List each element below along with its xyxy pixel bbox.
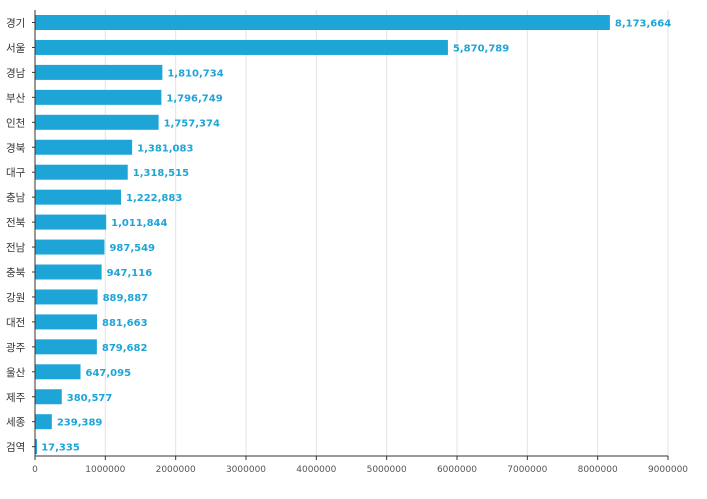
bar <box>35 239 105 255</box>
category-label: 경북 <box>6 141 26 154</box>
bar <box>35 139 133 155</box>
category-label: 인천 <box>6 117 25 129</box>
category-label: 검역 <box>6 442 25 454</box>
value-label: 8,173,664 <box>615 19 671 30</box>
value-label: 1,810,734 <box>167 68 223 79</box>
bar <box>35 339 97 355</box>
bar <box>35 214 107 230</box>
category-label: 충북 <box>6 267 26 279</box>
x-tick-label: 4000000 <box>296 465 336 475</box>
bar <box>35 114 159 130</box>
value-label: 881,663 <box>102 318 148 329</box>
bar <box>35 89 162 105</box>
category-label: 전남 <box>6 242 26 254</box>
value-label: 380,577 <box>67 393 113 404</box>
x-tick-label: 0 <box>32 465 38 475</box>
bar <box>35 314 98 330</box>
category-label: 경기 <box>6 17 25 30</box>
value-label: 1,011,844 <box>111 218 167 229</box>
bar <box>35 39 448 55</box>
value-label: 1,381,083 <box>137 143 193 154</box>
x-tick-label: 9000000 <box>648 465 688 475</box>
x-tick-label: 2000000 <box>156 465 196 475</box>
bars: 경기 8,173,664 서울 5,870,789 경남 1,810,734 부산 1,796… <box>6 15 671 455</box>
value-label: 239,389 <box>57 418 103 429</box>
category-label: 대전 <box>6 317 25 329</box>
category-label: 세종 <box>6 417 26 429</box>
bar <box>35 15 610 30</box>
grid-lines <box>104 10 669 456</box>
value-label: 1,796,749 <box>166 93 222 104</box>
category-label: 광주 <box>6 342 26 354</box>
bar <box>35 414 52 430</box>
category-label: 부산 <box>6 92 26 104</box>
value-label: 5,870,789 <box>453 43 509 54</box>
category-label: 강원 <box>6 292 25 304</box>
value-label: 1,757,374 <box>164 118 220 129</box>
bar <box>35 189 122 205</box>
x-tick-label: 5000000 <box>367 465 407 475</box>
bar <box>35 439 37 455</box>
value-label: 1,222,883 <box>126 193 182 204</box>
category-label: 경남 <box>6 66 26 79</box>
bar <box>35 164 128 180</box>
bar <box>35 364 81 380</box>
category-label: 제주 <box>6 392 26 404</box>
category-label: 대구 <box>6 167 26 179</box>
x-axis: 0 1000000 2000000 3000000 4000000 5000000 6000… <box>32 10 688 475</box>
value-label: 987,549 <box>109 243 155 254</box>
x-tick-label: 6000000 <box>437 465 477 475</box>
value-label: 647,095 <box>86 368 132 379</box>
category-label: 서울 <box>6 42 26 54</box>
value-label: 1,318,515 <box>133 168 189 179</box>
bar <box>35 289 98 305</box>
x-tick-label: 1000000 <box>85 465 125 475</box>
x-tick-label: 8000000 <box>578 465 618 475</box>
category-label: 울산 <box>6 367 26 379</box>
bar <box>35 389 62 405</box>
bar <box>35 64 163 80</box>
value-label: 889,887 <box>103 293 149 304</box>
value-label: 17,335 <box>41 443 80 454</box>
x-tick-label: 7000000 <box>507 465 547 475</box>
x-tick-label: 3000000 <box>226 465 266 475</box>
bar <box>35 264 102 280</box>
value-label: 879,682 <box>102 343 148 354</box>
category-label: 전북 <box>6 217 26 229</box>
category-label: 충남 <box>6 192 26 204</box>
value-label: 947,116 <box>107 268 153 279</box>
